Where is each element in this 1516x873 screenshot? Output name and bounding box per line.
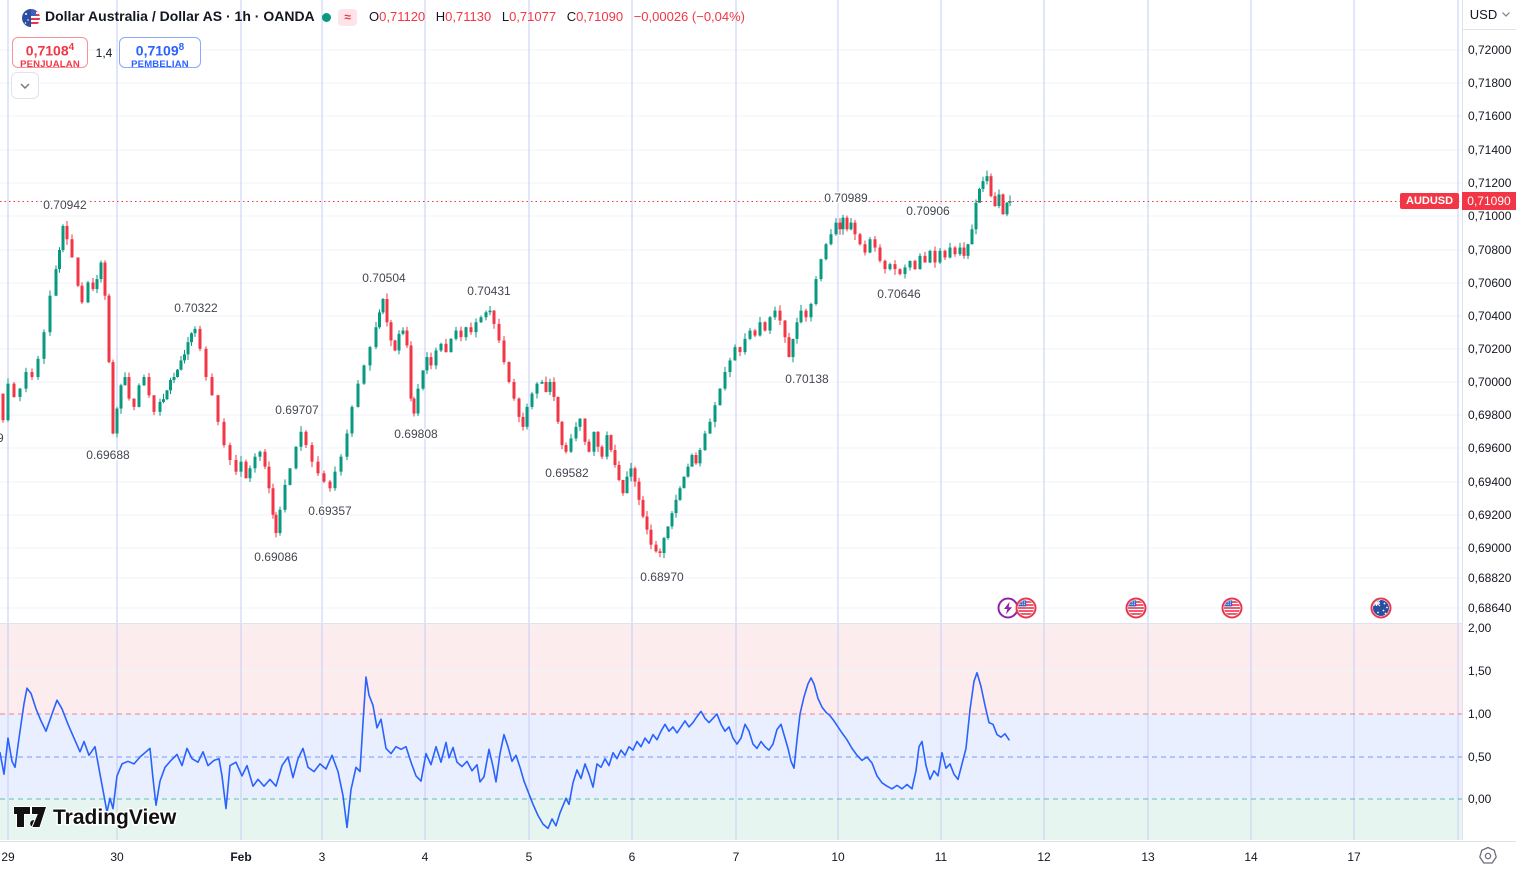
price-axis-label: 0,71800: [1468, 76, 1512, 90]
tradingview-wordmark: TradingView: [53, 805, 178, 831]
change-value: −0,00026 (−0,04%): [633, 9, 746, 24]
oscillator-pane-canvas[interactable]: [0, 624, 1462, 840]
price-axis-label: 0,69400: [1468, 475, 1512, 489]
price-axis-label: 0,69200: [1468, 508, 1512, 522]
event-us-flag-icon[interactable]: [1221, 597, 1243, 619]
chevron-down-icon: [20, 82, 30, 89]
buy-price-sup: 8: [178, 42, 185, 53]
price-axis-label: 0,72000: [1468, 43, 1512, 57]
approx-price-icon[interactable]: ≈: [338, 9, 357, 26]
price-axis-label: 0,68640: [1468, 601, 1512, 615]
svg-text:TradingView: TradingView: [53, 806, 177, 829]
price-axis-label: 2,00: [1468, 621, 1492, 635]
price-axis-label: 0,69800: [1468, 408, 1512, 422]
svg-text:0.69357: 0.69357: [308, 504, 352, 518]
time-axis-label: 12: [1037, 850, 1051, 864]
svg-text:0.70504: 0.70504: [362, 271, 406, 285]
svg-text:0.69769: 0.69769: [0, 431, 4, 445]
open-label: O: [369, 9, 380, 24]
price-axis-label: 1,50: [1468, 664, 1492, 678]
sell-price-sup: 4: [68, 42, 75, 53]
time-axis-label: Feb: [230, 850, 252, 864]
low-label: L: [501, 9, 510, 24]
currency-label: USD: [1469, 7, 1498, 22]
time-axis-label: 30: [110, 850, 124, 864]
axis-settings-icon[interactable]: [1477, 845, 1499, 867]
price-chart-canvas[interactable]: 0.70942 0.69769 0.69688 0.70322 0.69707 0.693…: [0, 0, 1462, 623]
ohlc-readout: O0,71120 H0,71130 L0,71077 C0,71090 −0,0…: [369, 9, 745, 24]
event-au-flag-icon[interactable]: [1370, 597, 1392, 619]
price-axis-label: 1,00: [1468, 707, 1492, 721]
sell-button[interactable]: 0,71084 PENJUALAN: [12, 37, 88, 70]
time-axis-label: 29: [1, 850, 15, 864]
price-axis-label: 0,68820: [1468, 571, 1512, 585]
svg-text:0.69582: 0.69582: [545, 466, 589, 480]
price-axis-label: 0,70400: [1468, 309, 1512, 323]
svg-text:0.70431: 0.70431: [467, 284, 511, 298]
tradingview-logo[interactable]: TradingView: [13, 804, 203, 830]
price-axis-label: 0,71200: [1468, 176, 1512, 190]
symbol-pair-flag-icon: [22, 9, 40, 27]
svg-text:0.69808: 0.69808: [394, 427, 438, 441]
price-axis-label: 0,69600: [1468, 441, 1512, 455]
time-axis-label: 10: [831, 850, 845, 864]
last-price-badge: 0,71090: [1462, 192, 1516, 210]
currency-selector[interactable]: USD: [1462, 0, 1516, 30]
time-axis-label: 4: [421, 850, 429, 864]
pane-separator[interactable]: [0, 623, 1516, 624]
svg-text:0.70322: 0.70322: [174, 301, 218, 315]
time-axis-label: 17: [1347, 850, 1361, 864]
high-value: 0,71130: [445, 9, 492, 24]
price-axis-label: 0,70800: [1468, 243, 1512, 257]
svg-text:0.69086: 0.69086: [254, 550, 298, 564]
buy-button[interactable]: 0,71098 PEMBELIAN: [119, 37, 201, 70]
svg-text:0.69688: 0.69688: [86, 448, 130, 462]
price-axis[interactable]: 0,72000 0,71800 0,71600 0,71400 0,71200 0,710…: [1462, 0, 1516, 840]
price-axis-label: 0,70000: [1468, 375, 1512, 389]
time-axis-label: 3: [318, 850, 326, 864]
time-axis-label: 11: [934, 850, 948, 864]
svg-text:0.70942: 0.70942: [43, 198, 87, 212]
price-axis-label: 0,69000: [1468, 541, 1512, 555]
spread-value: 1,4: [95, 46, 113, 60]
symbol-price-tag: AUDUSD: [1400, 193, 1460, 209]
time-axis-label: 14: [1244, 850, 1258, 864]
svg-text:0.70906: 0.70906: [906, 204, 950, 218]
price-axis-label: 0,50: [1468, 750, 1492, 764]
svg-text:0.70989: 0.70989: [824, 191, 868, 205]
chevron-down-icon: [1502, 12, 1511, 17]
svg-text:0.70138: 0.70138: [785, 372, 829, 386]
sell-label: PENJUALAN: [20, 58, 80, 70]
close-label: C: [566, 9, 577, 24]
buy-price: 0,7109: [135, 42, 179, 59]
sell-price: 0,7108: [25, 42, 69, 59]
tradingview-glyph-icon: [13, 806, 47, 828]
open-value: 0,71120: [379, 9, 426, 24]
svg-text:0.69707: 0.69707: [275, 403, 319, 417]
market-status-dot-icon[interactable]: [322, 13, 331, 22]
event-us-flag-icon[interactable]: [1125, 597, 1147, 619]
price-axis-label: 0,71600: [1468, 109, 1512, 123]
price-axis-label: 0,70600: [1468, 276, 1512, 290]
svg-text:0.70646: 0.70646: [877, 287, 921, 301]
time-axis-label: 7: [732, 850, 740, 864]
high-label: H: [435, 9, 446, 24]
price-axis-label: 0,71000: [1468, 209, 1512, 223]
time-axis[interactable]: 29 30 Feb 3 4 5 6 7 10 11 12 13 14 17: [0, 841, 1516, 873]
time-axis-label: 5: [525, 850, 533, 864]
time-axis-label: 13: [1141, 850, 1155, 864]
event-lightning-icon[interactable]: [997, 597, 1019, 619]
buy-label: PEMBELIAN: [131, 58, 189, 70]
event-us-flag-icon[interactable]: [1015, 597, 1037, 619]
price-axis-label: 0,70200: [1468, 342, 1512, 356]
time-axis-label: 6: [628, 850, 636, 864]
price-axis-label: 0,00: [1468, 792, 1492, 806]
collapse-trade-panel-button[interactable]: [11, 72, 39, 99]
price-axis-label: 0,71400: [1468, 143, 1512, 157]
close-value: 0,71090: [576, 9, 624, 24]
low-value: 0,71077: [509, 9, 557, 24]
symbol-title[interactable]: Dollar Australia / Dollar AS · 1h · OAND…: [45, 8, 315, 24]
svg-text:0.68970: 0.68970: [640, 570, 684, 584]
